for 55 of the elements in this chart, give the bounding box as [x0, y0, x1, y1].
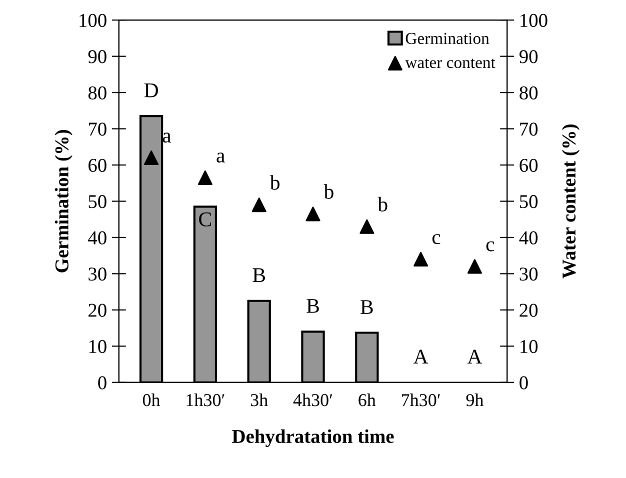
y2-tick-label: 30: [520, 268, 538, 281]
legend-label: Germination: [406, 32, 490, 44]
annotation: C: [199, 212, 211, 226]
point: [252, 198, 266, 212]
point: [360, 219, 374, 234]
y2-tick-label: 100: [520, 14, 548, 28]
y-tick-label: 20: [88, 304, 106, 317]
x-tick-label: 6h: [358, 394, 376, 406]
y2-axis-title: Water content (%): [562, 124, 580, 279]
annotation: c: [432, 234, 440, 244]
y-tick-label: 90: [88, 50, 106, 64]
x-tick-label: 1h30′: [186, 394, 224, 406]
point: [414, 252, 428, 266]
y2-tick-label: 10: [520, 340, 538, 354]
annotation: b: [378, 196, 388, 212]
x-tick-label: 0h: [142, 394, 160, 406]
y-tick-label: 30: [88, 268, 106, 281]
y-tick-label: 50: [88, 195, 106, 208]
y2-tick-label: 70: [520, 122, 538, 136]
annotation: a: [162, 132, 172, 143]
y-axis-title: Germination (%): [54, 130, 72, 272]
point: [306, 206, 320, 222]
annotation: D: [144, 84, 158, 98]
y-tick-label: 10: [89, 340, 106, 354]
y2-tick-label: 50: [520, 195, 538, 208]
annotation: A: [467, 350, 482, 364]
annotation: B: [360, 300, 373, 314]
point: [467, 259, 482, 274]
x-tick-label: 4h30′: [293, 394, 332, 406]
x-tick-label: 7h30′: [402, 394, 440, 406]
annotation: B: [306, 299, 319, 313]
point: [198, 170, 212, 185]
y-tick-label: 0: [98, 376, 106, 390]
y2-tick-label: 20: [520, 304, 538, 317]
y2-tick-label: 80: [520, 86, 538, 100]
x-axis-title: Dehydratation time: [232, 429, 394, 448]
y2-tick-label: 40: [519, 231, 538, 244]
annotation: c: [486, 241, 494, 252]
annotation: B: [252, 268, 266, 282]
x-tick-label: 9h: [466, 394, 484, 406]
y-tick-label: 40: [88, 231, 106, 244]
y2-tick-label: 90: [519, 50, 538, 64]
y-tick-label: 80: [88, 86, 106, 100]
y2-tick-label: 0: [520, 376, 528, 390]
annotation: b: [270, 175, 280, 190]
point: [144, 150, 159, 166]
annotation: A: [413, 350, 428, 364]
y-tick-label: 70: [88, 122, 106, 136]
y-tick-label: 100: [80, 14, 106, 28]
y-tick-label: 60: [88, 158, 106, 172]
y2-tick-label: 60: [520, 158, 538, 172]
annotation: a: [216, 152, 225, 163]
legend-label: water content: [405, 58, 496, 68]
annotation: b: [324, 184, 334, 199]
x-tick-label: 3h: [250, 394, 268, 406]
